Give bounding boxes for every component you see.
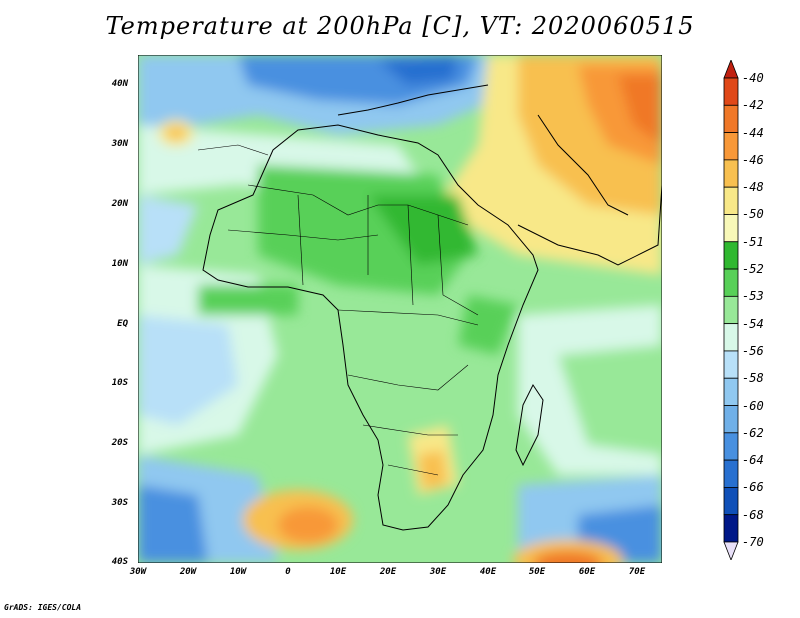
colorbar-swatch — [723, 459, 739, 488]
y-tick-label: 40N — [111, 79, 128, 89]
y-tick-label: EQ — [117, 319, 128, 329]
y-tick-label: 10S — [111, 378, 128, 388]
colorbar-swatch — [723, 377, 739, 406]
x-tick-label: 30E — [429, 567, 447, 577]
colorbar-level-label: -68 — [742, 507, 764, 522]
x-tick-label: 60E — [578, 567, 596, 577]
colorbar-swatch — [723, 268, 739, 297]
colorbar-swatch — [723, 514, 739, 543]
colorbar-swatch — [723, 405, 739, 434]
x-tick-label: 0 — [285, 567, 291, 577]
colorbar-swatch — [723, 241, 739, 270]
coastlines — [202, 84, 662, 531]
x-tick-label: 10E — [329, 567, 347, 577]
temperature-map — [138, 55, 662, 563]
colorbar-swatch — [723, 295, 739, 325]
colorbar-level-label: -64 — [742, 453, 764, 468]
colorbar-swatch — [723, 350, 739, 379]
colorbar-swatch — [723, 432, 739, 461]
colorbar-level-label: -50 — [742, 207, 764, 222]
x-tick-label: 30W — [129, 567, 147, 577]
colorbar-level-label: -40 — [742, 71, 764, 85]
colorbar-swatch — [723, 487, 739, 516]
map-svg — [138, 55, 662, 563]
y-tick-label: 40S — [111, 557, 128, 567]
colorbar-svg — [723, 58, 739, 562]
colorbar-level-label: -62 — [742, 425, 764, 440]
colorbar-level-label: -52 — [742, 262, 764, 277]
y-tick-label: 20N — [111, 199, 128, 209]
colorbar-level-label: -53 — [742, 289, 764, 304]
footer-credit: GrADS: IGES/COLA — [4, 603, 82, 612]
y-tick-label: 30S — [111, 498, 128, 508]
colorbar-level-label: -42 — [742, 98, 764, 113]
colorbar-swatch — [723, 186, 739, 215]
colorbar-level-label: -48 — [742, 180, 764, 195]
colorbar-cap-bottom — [723, 541, 739, 562]
y-tick-label: 10N — [111, 259, 128, 269]
y-tick-label: 20S — [111, 438, 128, 448]
colorbar-swatch — [723, 159, 739, 188]
x-tick-label: 50E — [528, 567, 546, 577]
colorbar-swatch — [723, 132, 739, 161]
colorbar-swatch — [723, 104, 739, 133]
x-tick-label: 20E — [379, 567, 397, 577]
borders — [197, 144, 479, 476]
colorbar-cap-top — [723, 58, 739, 79]
x-tick-label: 10W — [229, 567, 247, 577]
colorbar-level-label: -60 — [742, 398, 764, 413]
x-tick-label: 40E — [479, 567, 497, 577]
colorbar-level-label: -56 — [742, 343, 764, 358]
colorbar-swatch — [723, 214, 739, 243]
map-title: Temperature at 200hPa [C], VT: 202006051… — [105, 12, 695, 40]
colorbar-level-label: -58 — [742, 371, 764, 386]
field-layers — [138, 55, 662, 563]
colorbar-level-label: -66 — [742, 480, 764, 495]
colorbar-level-label: -46 — [742, 152, 764, 167]
colorbar-swatch — [723, 323, 739, 352]
colorbar-swatch — [723, 77, 739, 106]
x-tick-label: 70E — [628, 567, 646, 577]
x-tick-label: 20W — [179, 567, 197, 577]
colorbar-level-label: -44 — [742, 125, 764, 140]
colorbar-level-label: -54 — [742, 316, 764, 331]
y-tick-label: 30N — [111, 139, 128, 149]
colorbar-level-label: -51 — [742, 234, 764, 249]
colorbar-legend: -40 -42 -44 -46 -48 -50 -51 -52 -53 -54 -56 -58 -60 -… — [722, 58, 800, 562]
colorbar-level-label: -70 — [742, 535, 764, 549]
